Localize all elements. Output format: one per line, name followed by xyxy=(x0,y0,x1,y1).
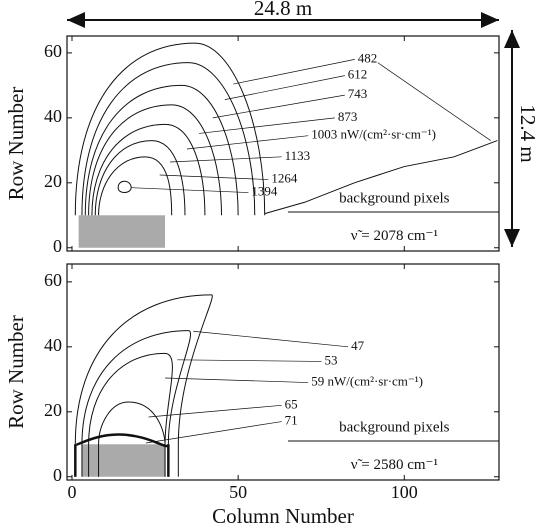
saturated-region xyxy=(81,444,166,477)
contour-tail xyxy=(264,140,498,215)
height-label: 12.4 m xyxy=(516,104,539,162)
leader-line xyxy=(165,377,309,383)
y-tick-label: 20 xyxy=(44,400,62,420)
contour-line xyxy=(88,352,173,477)
x-tick-label: 100 xyxy=(391,482,418,502)
contour-line xyxy=(74,433,170,477)
contour-label: 53 xyxy=(325,352,338,367)
contour-line xyxy=(94,140,186,216)
contour-line xyxy=(74,42,266,216)
contour-label: 1003 nW/(cm²·sr·cm⁻¹) xyxy=(311,127,436,142)
contour-line xyxy=(88,104,223,216)
annotation: background pixels xyxy=(339,419,450,435)
width-label: 24.8 m xyxy=(254,0,312,20)
y-tick-label: 40 xyxy=(44,335,62,355)
contour-label: 1394 xyxy=(251,184,278,199)
annotation: background pixels xyxy=(339,190,450,206)
leader-line xyxy=(145,421,282,444)
contour-line xyxy=(117,180,132,194)
contour-label: 71 xyxy=(285,413,298,428)
plot-frame xyxy=(66,263,500,481)
y-tick-label: 60 xyxy=(44,41,62,61)
contour-label: 873 xyxy=(338,109,358,124)
y-axis-label: Row Number xyxy=(4,315,28,429)
contour-line xyxy=(91,123,206,216)
contour-line xyxy=(81,62,256,216)
leader-line xyxy=(377,62,491,141)
x-tick-label: 0 xyxy=(67,482,76,502)
x-tick-label: 50 xyxy=(229,482,247,502)
annotation: ν̃ = 2580 cm⁻¹ xyxy=(351,457,438,473)
y-tick-label: 40 xyxy=(44,106,62,126)
leader-line xyxy=(177,359,322,362)
contour-label: 743 xyxy=(348,86,368,101)
contour-label: 612 xyxy=(348,67,368,82)
y-tick-label: 20 xyxy=(44,171,62,191)
leader-line xyxy=(148,404,282,418)
leader-line xyxy=(193,330,349,348)
contour-line xyxy=(84,84,239,216)
contour-label: 47 xyxy=(351,338,365,353)
annotation: ν̃ = 2078 cm⁻¹ xyxy=(351,228,438,244)
leader-line xyxy=(159,174,269,180)
contour-label: 1133 xyxy=(285,148,311,163)
saturated-region xyxy=(78,215,166,248)
leader-line xyxy=(169,156,282,163)
leader-line xyxy=(233,59,355,85)
contour-label: 65 xyxy=(285,396,298,411)
leader-line xyxy=(131,187,249,193)
y-axis-label: Row Number xyxy=(4,87,28,201)
leader-line xyxy=(199,117,335,134)
contour-line xyxy=(98,156,173,216)
y-tick-label: 0 xyxy=(53,465,62,485)
leader-line xyxy=(224,75,345,100)
contour-line xyxy=(81,330,192,477)
leader-line xyxy=(186,135,309,150)
y-tick-label: 0 xyxy=(53,236,62,256)
contour-label: 482 xyxy=(358,50,378,65)
plot-frame xyxy=(66,35,500,252)
contour-label: 59 nW/(cm²·sr·cm⁻¹) xyxy=(311,374,423,389)
contour-label: 1264 xyxy=(271,171,298,186)
x-axis-label: Column Number xyxy=(212,504,354,528)
contour-line xyxy=(98,401,166,477)
leader-line xyxy=(212,94,345,119)
y-tick-label: 60 xyxy=(44,270,62,290)
